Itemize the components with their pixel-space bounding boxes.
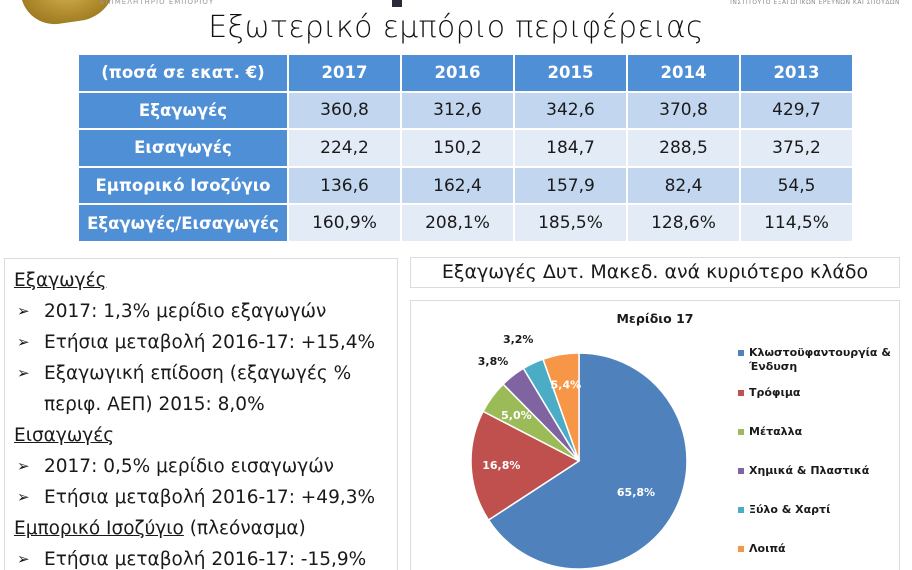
legend-label: Μέταλλα: [749, 425, 803, 438]
arrow-bullet-icon: ➢: [17, 333, 30, 351]
year-header: 2014: [626, 53, 741, 93]
year-header: 2013: [739, 53, 854, 93]
cell-value: 208,1%: [400, 203, 515, 243]
slice-data-label: 16,8%: [482, 459, 520, 472]
table-row-exports: Εξαγωγές 360,8 312,6 342,6 370,8 429,7: [77, 90, 854, 131]
slice-data-label: 3,8%: [478, 355, 509, 368]
legend-swatch-icon: [738, 507, 744, 513]
arrow-bullet-icon: ➢: [17, 488, 30, 506]
cell-value: 312,6: [400, 90, 515, 131]
legend-item: Χημικά & Πλαστικά: [738, 464, 869, 478]
legend-swatch-icon: [738, 546, 744, 552]
pie-chart: Μερίδιο 17 65,8% 16,8% 5,0% 3,8% 3,2% 5,4% Κλ…: [410, 300, 900, 570]
arrow-bullet-icon: ➢: [17, 302, 30, 320]
legend-item: Ξύλο & Χαρτί: [738, 503, 830, 517]
cell-value: 160,9%: [287, 203, 402, 243]
table-row-imports: Εισαγωγές 224,2 150,2 184,7 288,5 375,2: [77, 128, 854, 168]
bullet-item: ➢ Ετήσια μεταβολή 2016-17: +15,4%: [14, 327, 397, 358]
row-label: Εξαγωγές/Εισαγωγές: [77, 203, 289, 243]
pie-slice: [487, 352, 688, 570]
table-row-ratio: Εξαγωγές/Εισαγωγές 160,9% 208,1% 185,5% …: [77, 203, 854, 243]
legend-label: Χημικά & Πλαστικά: [749, 464, 870, 477]
legend-swatch-icon: [738, 350, 744, 356]
bullet-item: ➢ 2017: 0,5% μερίδιο εισαγωγών: [14, 451, 397, 482]
legend-label: Τρόφιμα: [749, 386, 801, 399]
pie-slice: [470, 410, 581, 522]
chart-section-heading: Εξαγωγές Δυτ. Μακεδ. ανά κυριότερο κλάδο: [410, 257, 900, 288]
slice-data-label: 3,2%: [503, 333, 534, 346]
cell-value: 184,7: [513, 128, 628, 168]
year-header: 2016: [400, 53, 515, 93]
cell-value: 288,5: [626, 128, 741, 168]
cell-value: 54,5: [739, 165, 854, 206]
cell-value: 136,6: [287, 165, 402, 206]
row-label: Εξαγωγές: [77, 90, 289, 131]
slice-data-label: 5,4%: [551, 378, 582, 391]
trade-table: (ποσά σε εκατ. €) 2017 2016 2015 2014 20…: [77, 53, 854, 243]
center-logo-fragment: [392, 0, 402, 7]
exports-heading: Εξαγωγές: [14, 270, 107, 291]
cell-value: 114,5%: [739, 203, 854, 243]
legend-label: Λοιπά: [749, 542, 786, 555]
bullet-item: ➢ Ετήσια μεταβολή 2016-17: -15,9%: [14, 544, 397, 570]
legend-item: Λοιπά: [738, 542, 786, 556]
pie-slice: [542, 352, 580, 462]
table-row-balance: Εμπορικό Ισοζύγιο 136,6 162,4 157,9 82,4…: [77, 165, 854, 206]
cell-value: 360,8: [287, 90, 402, 131]
arrow-bullet-icon: ➢: [17, 364, 30, 382]
bullet-item: ➢ 2017: 1,3% μερίδιο εξαγωγών: [14, 296, 397, 327]
chamber-logo-caption: ΕΠΙΜΕΛΗΤΗΡΙΟ ΕΜΠΟΡΙΟΥ: [100, 0, 215, 6]
legend-swatch-icon: [738, 429, 744, 435]
bullet-item: ➢ Εξαγωγική επίδοση (εξαγωγές %: [14, 358, 397, 389]
table-corner-label: (ποσά σε εκατ. €): [77, 53, 289, 93]
legend-item: Τρόφιμα: [738, 386, 800, 400]
chart-title: Μερίδιο 17: [616, 311, 694, 326]
imports-heading: Εισαγωγές: [14, 425, 115, 446]
year-header: 2017: [287, 53, 402, 93]
cell-value: 157,9: [513, 165, 628, 206]
cell-value: 150,2: [400, 128, 515, 168]
balance-heading: Εμπορικό Ισοζύγιο (πλεόνασμα): [14, 518, 306, 539]
legend-label: Ξύλο & Χαρτί: [749, 503, 831, 516]
legend-item: Μέταλλα: [738, 425, 802, 439]
bullet-continuation: περιφ. ΑΕΠ) 2015: 8,0%: [44, 394, 265, 415]
legend-swatch-icon: [738, 390, 744, 396]
institute-logo-caption: ΙΝΣΤΙΤΟΥΤΟ ΕΞΑΓΩΓΙΚΩΝ ΕΡΕΥΝΩΝ ΚΑΙ ΣΠΟΥΔΩ…: [730, 0, 900, 6]
cell-value: 342,6: [513, 90, 628, 131]
legend-label: Κλωστοϋφαντουργία & Ένδυση: [749, 346, 891, 373]
cell-value: 185,5%: [513, 203, 628, 243]
cell-value: 82,4: [626, 165, 741, 206]
cell-value: 375,2: [739, 128, 854, 168]
pie-chart-plot: 65,8% 16,8% 5,0% 3,8% 3,2% 5,4%: [470, 333, 688, 570]
slice-data-label: 5,0%: [501, 409, 532, 422]
table-header-row: (ποσά σε εκατ. €) 2017 2016 2015 2014 20…: [77, 53, 854, 93]
row-label: Εισαγωγές: [77, 128, 289, 168]
row-label: Εμπορικό Ισοζύγιο: [77, 165, 289, 206]
cell-value: 370,8: [626, 90, 741, 131]
cell-value: 224,2: [287, 128, 402, 168]
cell-value: 429,7: [739, 90, 854, 131]
page-title: Εξωτερικό εμπόριο περιφέρειας: [208, 10, 704, 45]
arrow-bullet-icon: ➢: [17, 550, 30, 568]
notes-panel: Εξαγωγές ➢ 2017: 1,3% μερίδιο εξαγωγών ➢ Ε…: [4, 258, 398, 570]
bullet-item: ➢ Ετήσια μεταβολή 2016-17: +49,3%: [14, 482, 397, 513]
year-header: 2015: [513, 53, 628, 93]
cell-value: 128,6%: [626, 203, 741, 243]
legend-item: Κλωστοϋφαντουργία & Ένδυση: [738, 346, 898, 374]
arrow-bullet-icon: ➢: [17, 457, 30, 475]
slice-data-label: 65,8%: [617, 486, 655, 499]
cell-value: 162,4: [400, 165, 515, 206]
legend-swatch-icon: [738, 468, 744, 474]
